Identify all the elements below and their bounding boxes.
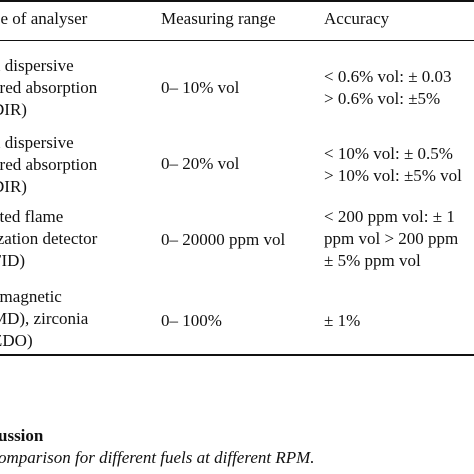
row-3-type-line-1: ated flame (0, 207, 64, 226)
table-row-3-accuracy: < 200 ppm vol: ± 1 ppm vol > 200 ppm ± 5… (324, 206, 458, 272)
table-row-3-type: ated flame ization detector FID) (0, 206, 97, 272)
row-3-accuracy-line-3: ± 5% ppm vol (324, 251, 421, 270)
row-1-accuracy-line-2: > 0.6% vol: ±5% (324, 89, 441, 108)
table-row-4-type: amagnetic MD), zirconia ZDO) (0, 286, 88, 352)
row-2-accuracy-line-1: < 10% vol: ± 0.5% (324, 144, 453, 163)
table-top-rule (0, 0, 474, 2)
row-4-type-line-2: MD), zirconia (0, 309, 89, 328)
table-row-3-range: 0– 20000 ppm vol (161, 230, 286, 249)
row-1-type-line-3: DIR) (0, 100, 27, 119)
row-3-accuracy-line-1: < 200 ppm vol: ± 1 (324, 207, 455, 226)
row-2-type-line-2: ared absorption (0, 155, 98, 174)
header-measuring-range: Measuring range (161, 9, 276, 28)
row-4-type-line-3: ZDO) (0, 331, 33, 350)
row-2-type-line-1: n dispersive (0, 133, 74, 152)
row-3-type-line-3: FID) (0, 251, 26, 270)
table-row-1-range: 0– 10% vol (161, 78, 240, 97)
table-row-2-accuracy: < 10% vol: ± 0.5% > 10% vol: ±5% vol (324, 143, 462, 187)
table-row-1-type: n dispersive ared absorption DIR) (0, 55, 97, 121)
row-2-type-line-3: DIR) (0, 177, 27, 196)
section-heading: ussion (0, 426, 44, 445)
row-1-type-line-1: n dispersive (0, 56, 74, 75)
table-row-4-accuracy: ± 1% (324, 311, 361, 330)
row-1-accuracy-line-1: < 0.6% vol: ± 0.03 (324, 67, 452, 86)
row-4-type-line-1: amagnetic (0, 287, 62, 306)
table-row-1-accuracy: < 0.6% vol: ± 0.03 > 0.6% vol: ±5% (324, 66, 452, 110)
header-type-of-analyser: pe of analyser (0, 9, 88, 28)
table-row-2-range: 0– 20% vol (161, 154, 240, 173)
row-3-type-line-2: ization detector (0, 229, 98, 248)
table-header-rule (0, 40, 474, 41)
table-row-2-type: n dispersive ared absorption DIR) (0, 132, 97, 198)
table-bottom-rule (0, 354, 474, 356)
row-2-accuracy-line-2: > 10% vol: ±5% vol (324, 166, 462, 185)
figure-caption: omparison for different fuels at differe… (0, 448, 315, 467)
header-accuracy: Accuracy (324, 9, 390, 28)
row-3-accuracy-line-2: ppm vol > 200 ppm (324, 229, 459, 248)
row-1-type-line-2: ared absorption (0, 78, 98, 97)
table-row-4-range: 0– 100% (161, 311, 222, 330)
